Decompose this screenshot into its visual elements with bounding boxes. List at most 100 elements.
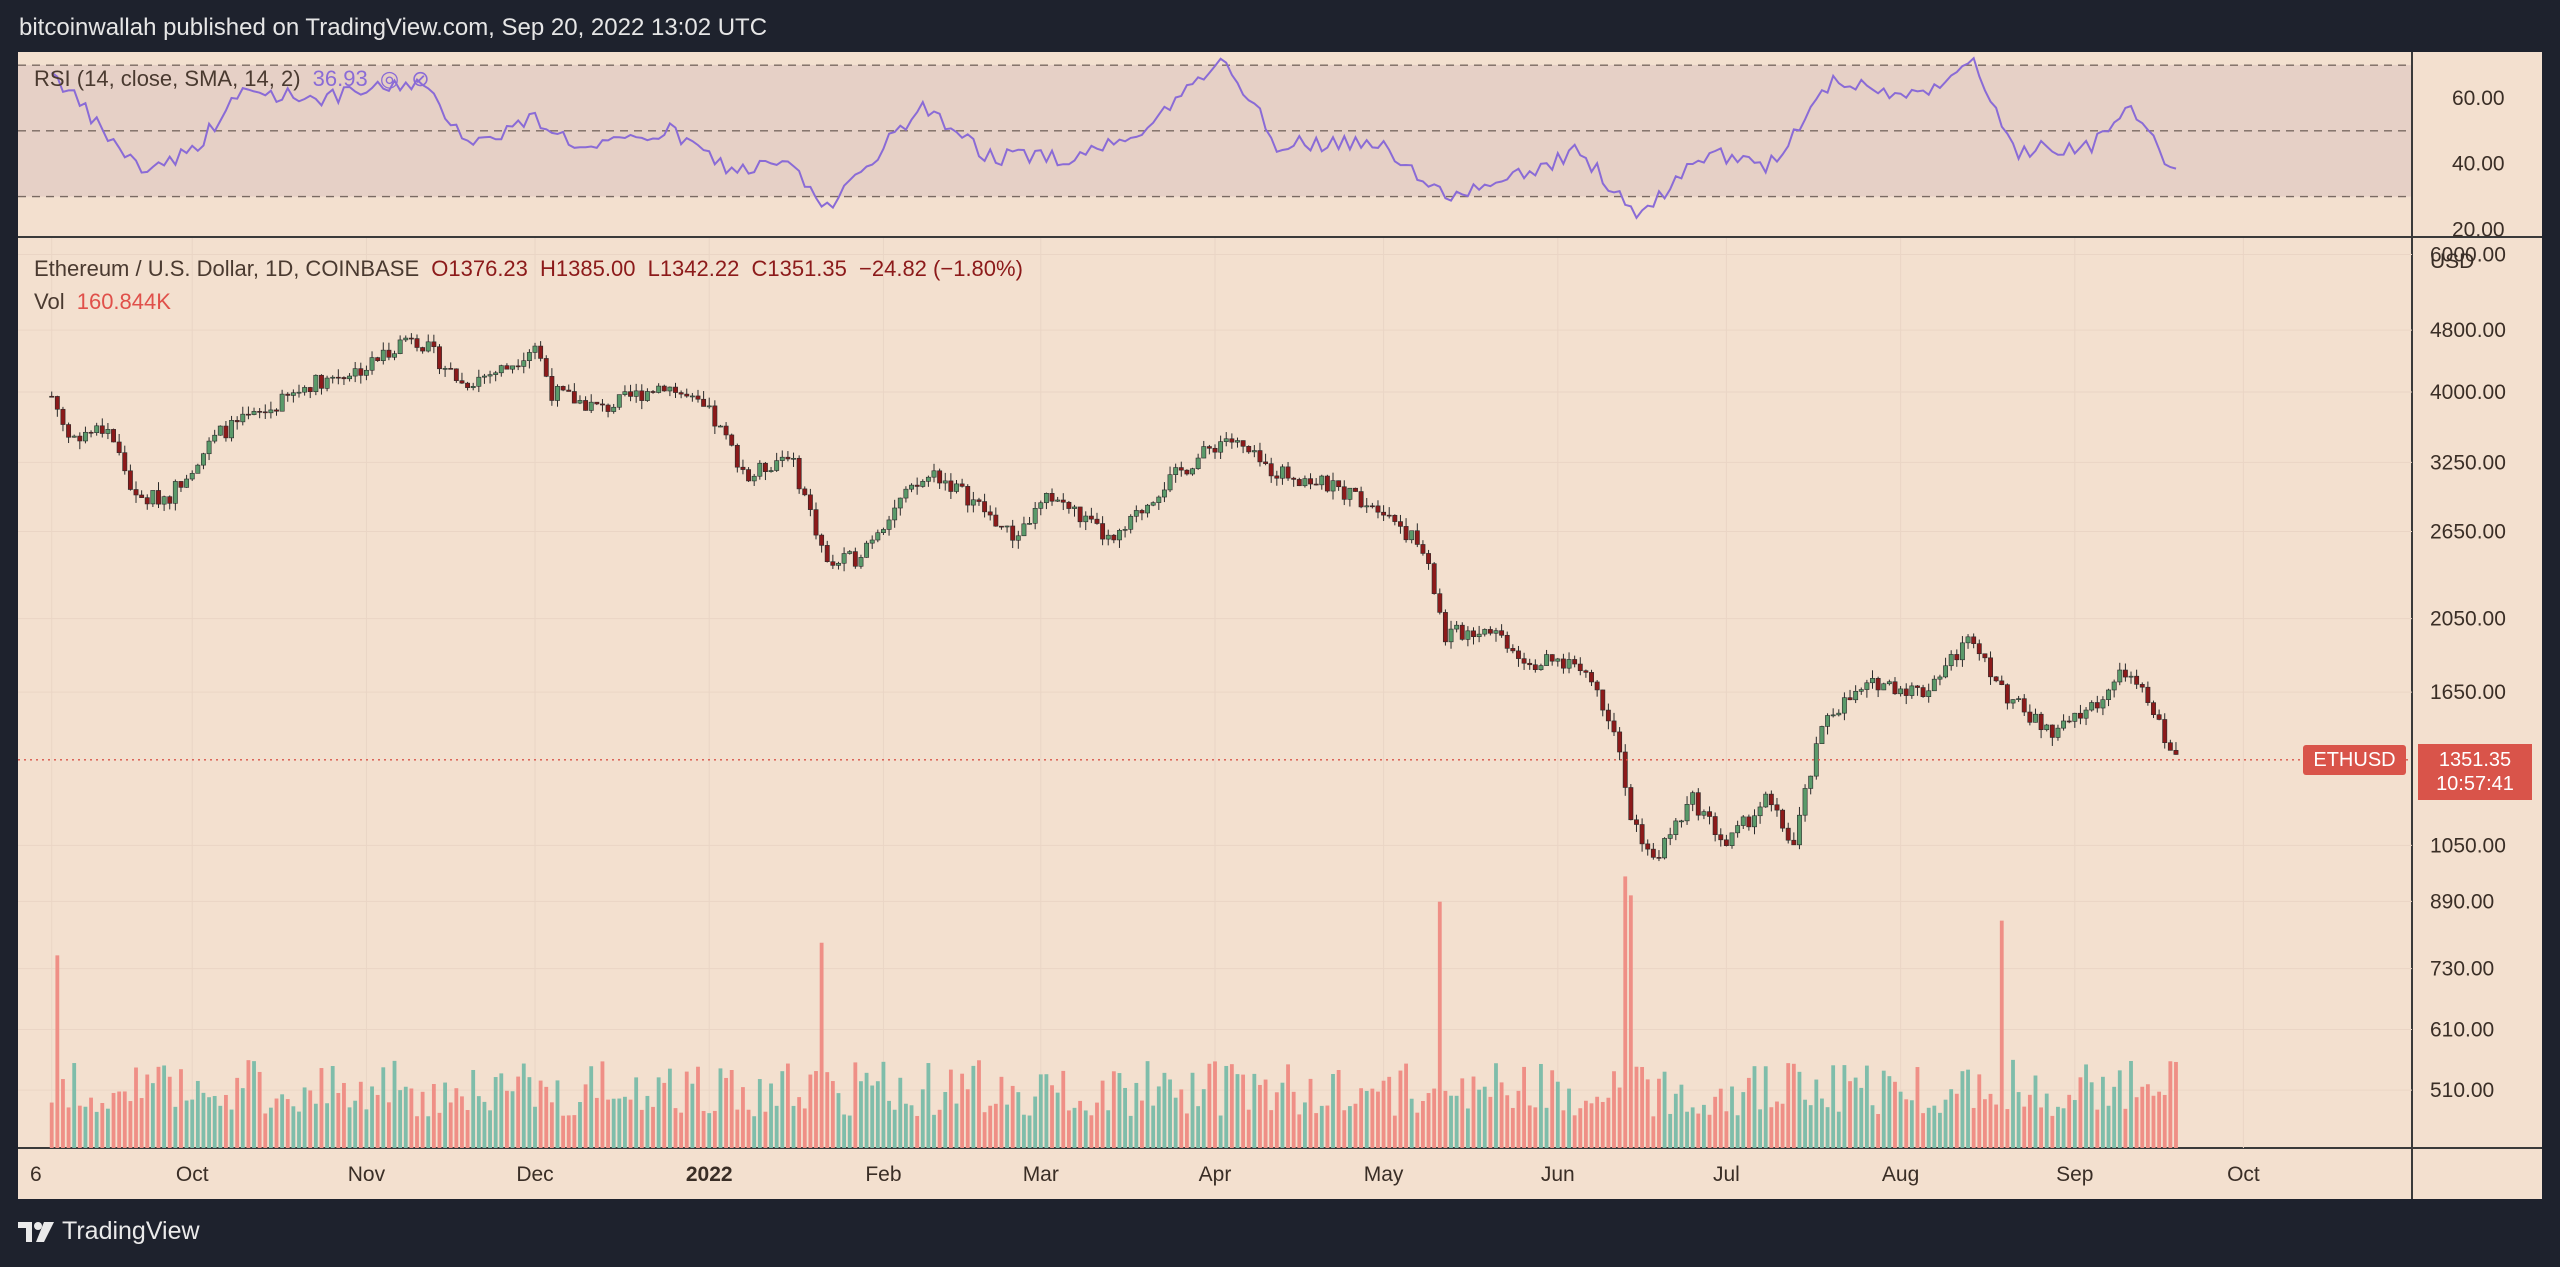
candle xyxy=(1122,529,1128,531)
candle xyxy=(1718,834,1724,841)
candle xyxy=(1926,690,1932,698)
volume-bar xyxy=(426,1116,431,1148)
volume-bar xyxy=(2027,1094,2032,1148)
volume-bar xyxy=(808,1074,813,1148)
eye-icon[interactable]: ◎ xyxy=(379,66,400,91)
candle xyxy=(1931,678,1937,692)
volume-bar xyxy=(1426,1093,1431,1148)
volume-bar xyxy=(1398,1070,1403,1148)
candle xyxy=(673,386,678,393)
candle xyxy=(448,368,454,370)
volume-bar xyxy=(1078,1100,1083,1148)
volume-bar xyxy=(1263,1079,1268,1148)
candle xyxy=(425,341,431,352)
volume-bar xyxy=(1083,1110,1088,1148)
volume-bar xyxy=(100,1103,105,1148)
volume-bar xyxy=(342,1082,346,1148)
candle xyxy=(1712,816,1718,835)
volume-bar xyxy=(1482,1086,1487,1148)
volume-bar xyxy=(257,1071,262,1148)
volume-bar xyxy=(1033,1096,1038,1148)
volume-bar xyxy=(1527,1105,1532,1148)
volume-bar xyxy=(1853,1077,1858,1148)
candle xyxy=(1403,526,1409,541)
x-tick-label: May xyxy=(1364,1163,1404,1186)
chart-frame[interactable] xyxy=(18,52,2542,1199)
volume-bar xyxy=(1971,1107,1976,1148)
candle xyxy=(195,464,201,474)
volume-bar xyxy=(240,1088,245,1148)
volume-bar xyxy=(735,1109,740,1148)
candle xyxy=(1768,793,1774,806)
candle xyxy=(1072,506,1077,509)
volume-bar xyxy=(971,1065,976,1148)
volume-bar xyxy=(628,1099,633,1148)
volume-bar xyxy=(386,1102,391,1148)
tradingview-brand[interactable]: TradingView xyxy=(18,1217,200,1246)
volume-bar xyxy=(415,1116,419,1148)
candle xyxy=(2145,686,2151,703)
volume-bar xyxy=(89,1097,93,1148)
volume-bar xyxy=(420,1091,425,1148)
volume-bar xyxy=(1516,1090,1521,1148)
candle xyxy=(1280,466,1285,479)
volume-bar xyxy=(1235,1074,1240,1148)
price-tick-label: 1650.00 xyxy=(2430,681,2506,704)
ohlc-high: H1385.00 xyxy=(540,256,636,281)
published-caption: bitcoinwallah published on TradingView.c… xyxy=(19,14,768,41)
volume-bar xyxy=(493,1077,498,1148)
volume-bar xyxy=(830,1081,835,1148)
volume-legend[interactable]: Vol 160.844K xyxy=(34,289,177,315)
candle xyxy=(560,386,566,391)
price-legend[interactable]: Ethereum / U.S. Dollar, 1D, COINBASE O13… xyxy=(34,256,1029,282)
x-tick-label: Dec xyxy=(516,1163,553,1186)
volume-bar xyxy=(1499,1082,1504,1148)
volume-bar xyxy=(218,1105,223,1148)
candle xyxy=(1353,487,1358,492)
candle xyxy=(965,486,971,506)
volume-bar xyxy=(1308,1078,1313,1148)
candle xyxy=(1420,544,1426,554)
volume-bar xyxy=(600,1061,605,1148)
volume-bar xyxy=(578,1102,582,1148)
candle xyxy=(605,404,611,412)
volume-bar xyxy=(932,1114,936,1148)
candle xyxy=(470,386,476,388)
volume-bar xyxy=(308,1090,313,1148)
volume-bar xyxy=(611,1098,616,1148)
candle xyxy=(532,345,538,353)
volume-bar xyxy=(774,1105,779,1148)
candle xyxy=(729,434,735,446)
candle xyxy=(1251,450,1257,453)
candle xyxy=(2083,709,2089,719)
volume-bar xyxy=(1982,1099,1987,1148)
volume-bar xyxy=(1679,1084,1684,1148)
volume-bar xyxy=(1342,1110,1347,1148)
volume-bar xyxy=(623,1096,627,1148)
candle xyxy=(1336,480,1342,488)
volume-bar xyxy=(431,1084,436,1148)
candle xyxy=(925,476,931,482)
candle xyxy=(1161,489,1167,498)
price-tick-label: 6000.00 xyxy=(2430,244,2506,267)
volume-bar xyxy=(1274,1092,1279,1148)
rsi-legend[interactable]: RSI (14, close, SMA, 14, 2) 36.93 ◎ ⊘ xyxy=(34,66,436,92)
candle xyxy=(2021,698,2027,713)
candle xyxy=(363,369,369,376)
volume-bar xyxy=(1893,1081,1897,1148)
candle xyxy=(1021,523,1027,537)
volume-bar xyxy=(1123,1087,1127,1148)
hide-icon[interactable]: ⊘ xyxy=(411,66,430,91)
volume-bar xyxy=(347,1107,352,1148)
volume-bar xyxy=(802,1108,807,1148)
candle xyxy=(1999,680,2005,685)
volume-bar xyxy=(1179,1089,1184,1148)
candle xyxy=(1015,535,1021,541)
volume-bar xyxy=(1864,1065,1869,1148)
candle xyxy=(324,377,330,389)
volume-bar xyxy=(1494,1063,1498,1148)
candle xyxy=(1088,515,1094,520)
last-price-value: 1351.35 xyxy=(2438,748,2512,771)
volume-bar xyxy=(476,1096,481,1148)
